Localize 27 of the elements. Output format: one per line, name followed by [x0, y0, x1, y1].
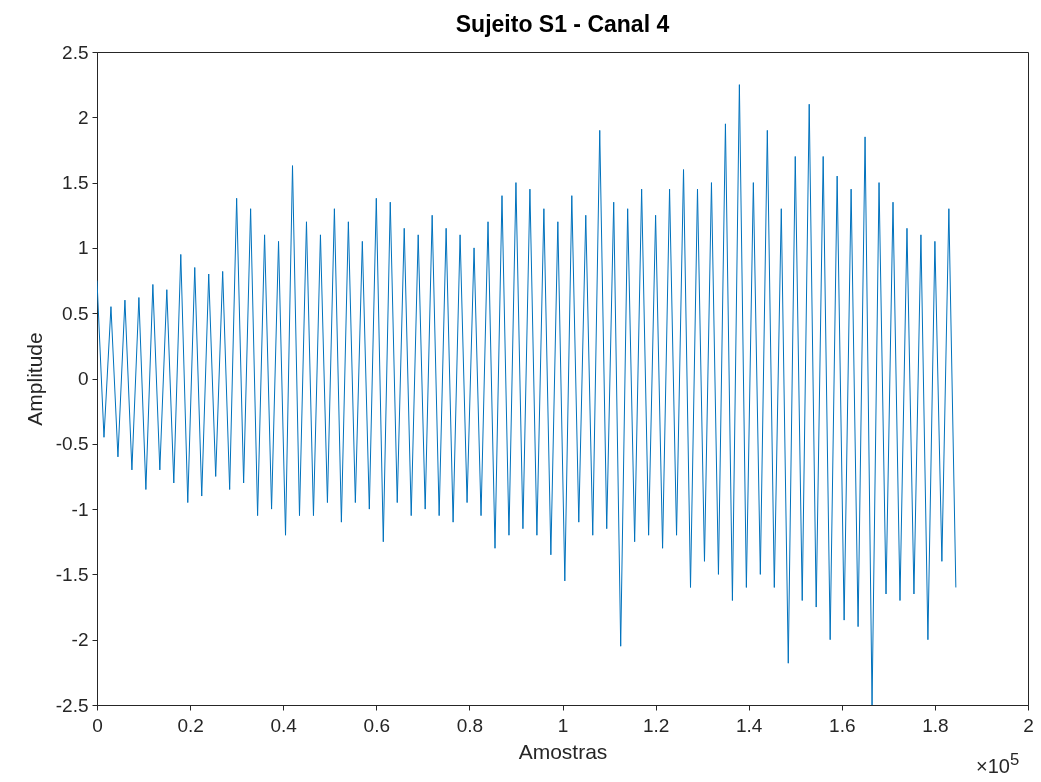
y-tick-label: -2 — [71, 629, 89, 651]
x-tick-label: 1.4 — [735, 714, 763, 736]
x-tick-label: 0 — [92, 714, 103, 736]
x-tick-label: 1.2 — [642, 714, 670, 736]
text: ×10$^{5}$ — [976, 750, 1020, 778]
y-tick-label: 2 — [77, 106, 89, 128]
x-tick-label: 2 — [1023, 714, 1034, 736]
y-axis-title: Amplitude — [22, 332, 46, 426]
x-tick-label: 1.8 — [922, 714, 949, 736]
x-tick-label: 0.2 — [177, 714, 204, 736]
y-tick-label: -1 — [71, 498, 89, 520]
x-tick-label: 0.4 — [270, 714, 298, 736]
y-tick-label: -2.5 — [55, 694, 89, 716]
y-tick-label: 1 — [77, 237, 89, 259]
x-tick-label: 1.6 — [829, 714, 856, 736]
line-series — [97, 84, 957, 705]
chart-title: Sujeito S1 - Canal 4 — [455, 11, 670, 37]
x-axis-title: Amostras — [518, 739, 608, 763]
y-tick-label: -0.5 — [55, 433, 89, 455]
y-tick-label: 0.5 — [62, 302, 89, 324]
y-tick-label: 0 — [77, 368, 89, 389]
y-tick-label: 1.5 — [62, 172, 89, 194]
x-tick-label: 0.8 — [456, 714, 484, 736]
y-tick-label: 2.5 — [62, 41, 89, 63]
x-tick-label: 0.6 — [363, 714, 391, 736]
y-tick-label: -1.5 — [55, 563, 89, 585]
x-tick-label: 1 — [557, 714, 569, 736]
